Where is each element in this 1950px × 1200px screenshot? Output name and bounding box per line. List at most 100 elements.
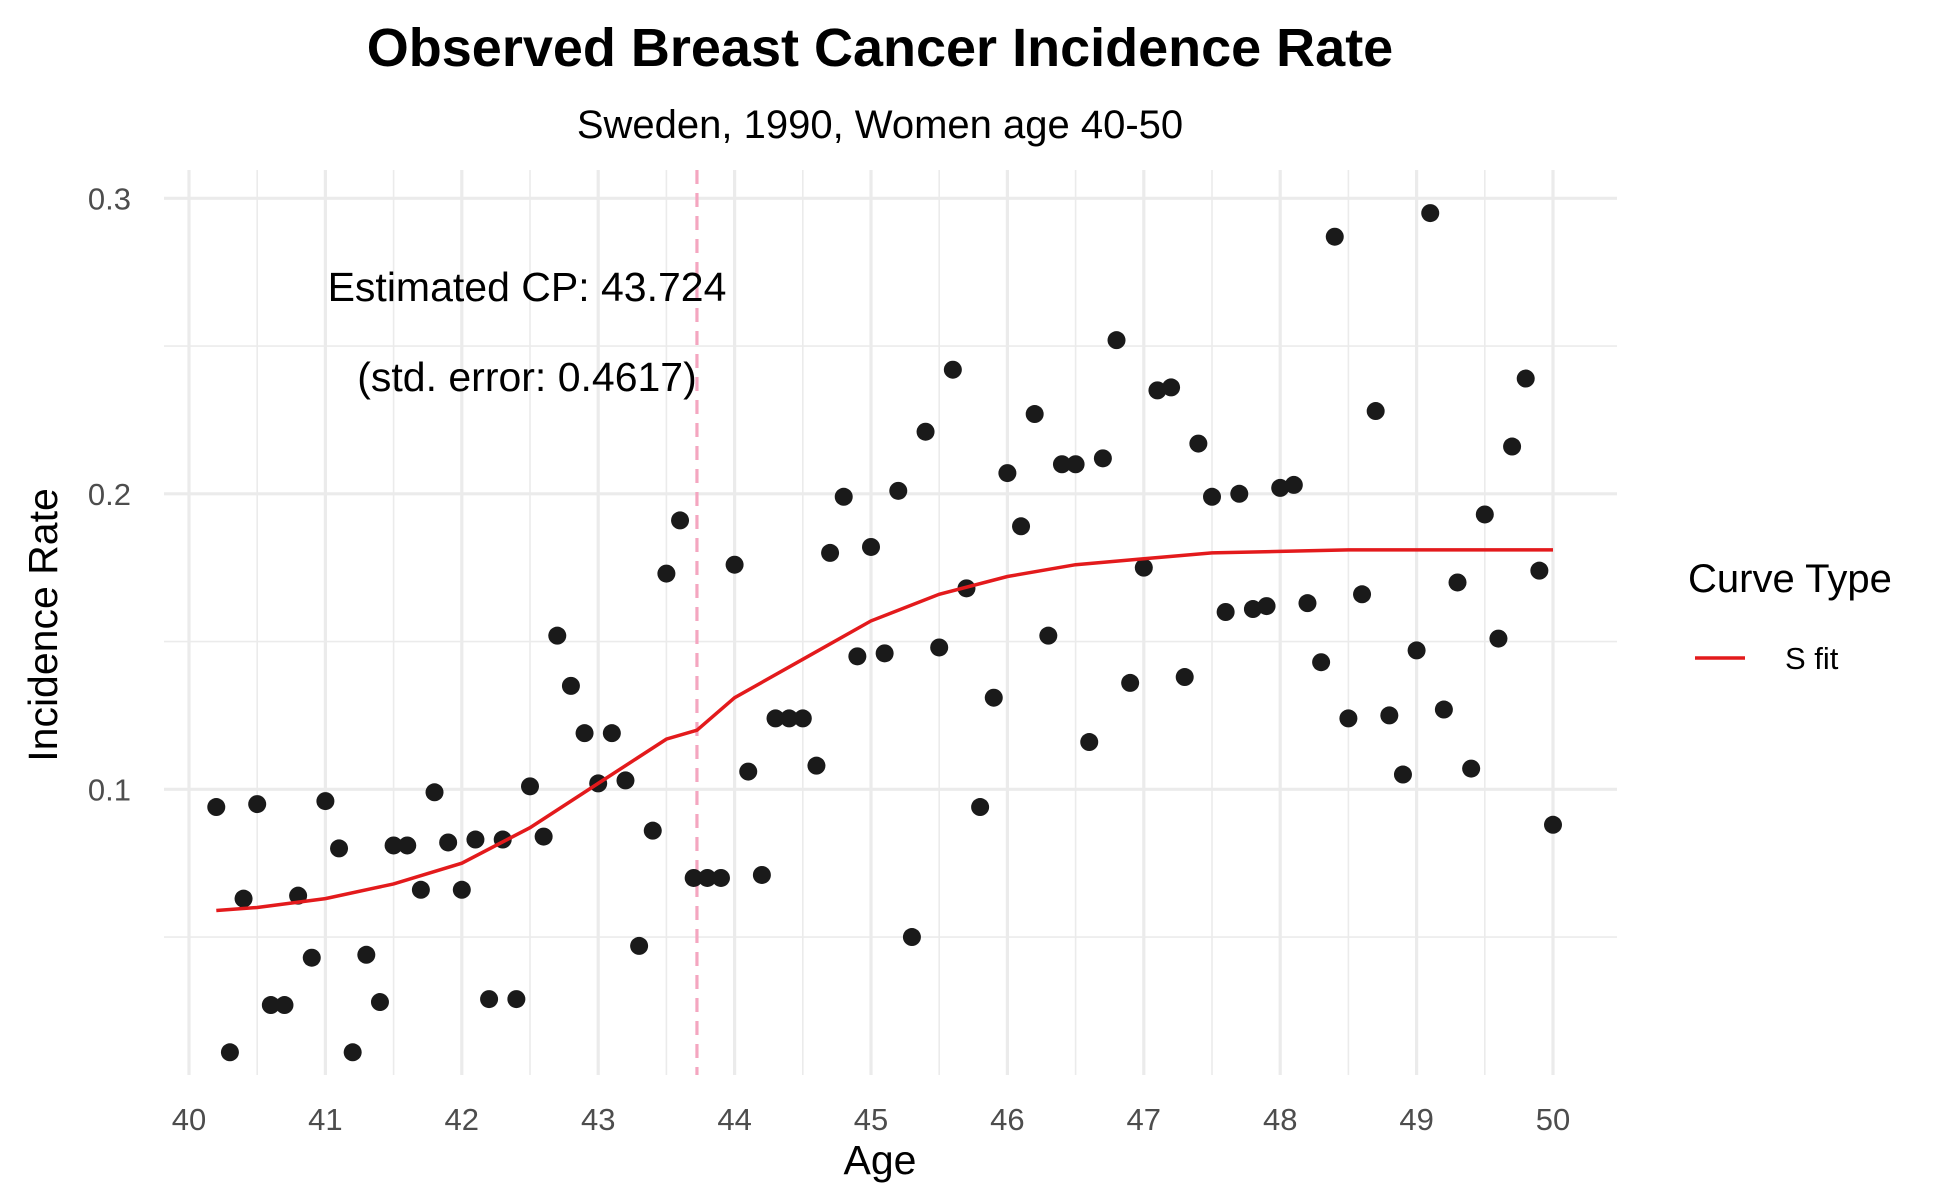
data-point (1353, 585, 1372, 604)
data-point (766, 709, 785, 728)
data-point (943, 360, 962, 379)
data-point (1189, 434, 1208, 453)
data-point (1093, 449, 1112, 468)
data-point (834, 487, 853, 506)
chart-subtitle: Sweden, 1990, Women age 40-50 (577, 103, 1183, 147)
data-point (425, 783, 444, 802)
data-point (330, 839, 349, 858)
data-point (1257, 597, 1276, 616)
grid-lines (164, 170, 1617, 1075)
data-point (452, 880, 471, 899)
data-point (725, 555, 744, 574)
data-point (780, 709, 799, 728)
data-point (1366, 402, 1385, 421)
data-point (1216, 603, 1235, 621)
data-point (1489, 629, 1508, 648)
data-point (1421, 204, 1440, 223)
x-tick-label: 43 (581, 1102, 615, 1137)
data-point (343, 1043, 362, 1062)
data-point (1448, 573, 1467, 592)
data-point (1530, 561, 1549, 580)
data-point (807, 756, 826, 775)
data-point (1230, 484, 1249, 503)
legend-title: Curve Type (1688, 557, 1892, 601)
data-point (357, 945, 376, 964)
data-point (261, 996, 280, 1015)
data-point (1407, 641, 1426, 660)
data-point (643, 821, 662, 840)
data-point (521, 777, 539, 796)
data-point (575, 724, 594, 743)
data-point (711, 868, 730, 887)
data-point (1339, 709, 1358, 728)
data-point (984, 688, 1003, 707)
data-point (671, 511, 690, 530)
data-point (466, 830, 485, 849)
data-point (1134, 558, 1153, 577)
data-point (275, 996, 294, 1015)
data-point (902, 928, 921, 947)
x-tick-label: 41 (308, 1102, 342, 1137)
data-point (1325, 227, 1344, 246)
x-tick-label: 40 (172, 1102, 206, 1137)
x-axis-title: Age (844, 1137, 917, 1183)
data-point (930, 638, 949, 657)
data-point (316, 792, 335, 811)
data-point (1298, 594, 1317, 613)
data-point (1516, 369, 1535, 388)
data-point (548, 626, 567, 645)
axis-ticks: 40 41 42 43 44 45 46 47 48 49 50 0.1 0.2 0.3 (88, 181, 1570, 1137)
data-point (1544, 815, 1562, 834)
data-point (1175, 668, 1194, 687)
data-point (370, 993, 389, 1012)
data-point (1066, 455, 1085, 474)
data-point (398, 836, 417, 855)
data-point (384, 836, 403, 855)
y-tick-label: 0.2 (88, 477, 131, 512)
data-point (1503, 437, 1522, 456)
data-point (793, 709, 812, 728)
x-tick-label: 48 (1263, 1102, 1297, 1137)
x-tick-label: 45 (854, 1102, 888, 1137)
data-point (1475, 505, 1494, 524)
data-point (971, 798, 990, 817)
data-point (848, 647, 867, 666)
data-point (534, 827, 553, 846)
data-point (411, 880, 430, 899)
x-tick-label: 49 (1399, 1102, 1433, 1137)
data-point (234, 889, 253, 908)
legend-label-s-fit: S fit (1785, 641, 1839, 676)
data-point (657, 564, 676, 583)
data-point (602, 724, 621, 743)
data-point (1162, 378, 1181, 397)
data-point (889, 481, 908, 500)
data-point (739, 762, 758, 781)
data-point (1107, 331, 1126, 350)
x-tick-label: 50 (1536, 1102, 1570, 1137)
data-point (1012, 517, 1031, 536)
data-point (220, 1043, 239, 1062)
data-point (480, 990, 499, 1009)
data-point (616, 771, 635, 790)
data-point (875, 644, 894, 663)
scatter-points (207, 204, 1562, 1062)
x-tick-label: 44 (717, 1102, 751, 1137)
legend: Curve Type S fit (1688, 557, 1892, 676)
data-point (1121, 673, 1140, 692)
plot-area (164, 170, 1617, 1075)
data-point (916, 422, 935, 441)
fit-line (216, 548, 1553, 913)
data-point (1243, 600, 1262, 619)
data-point (998, 464, 1017, 483)
data-point (1462, 759, 1481, 778)
data-point (821, 543, 840, 562)
data-point (698, 868, 717, 887)
data-point (1434, 700, 1453, 719)
y-tick-label: 0.3 (88, 181, 131, 216)
x-tick-label: 42 (445, 1102, 479, 1137)
data-point (248, 795, 267, 814)
data-point (1148, 381, 1167, 400)
data-point (1025, 405, 1044, 424)
data-point (752, 865, 771, 884)
data-point (439, 833, 458, 852)
